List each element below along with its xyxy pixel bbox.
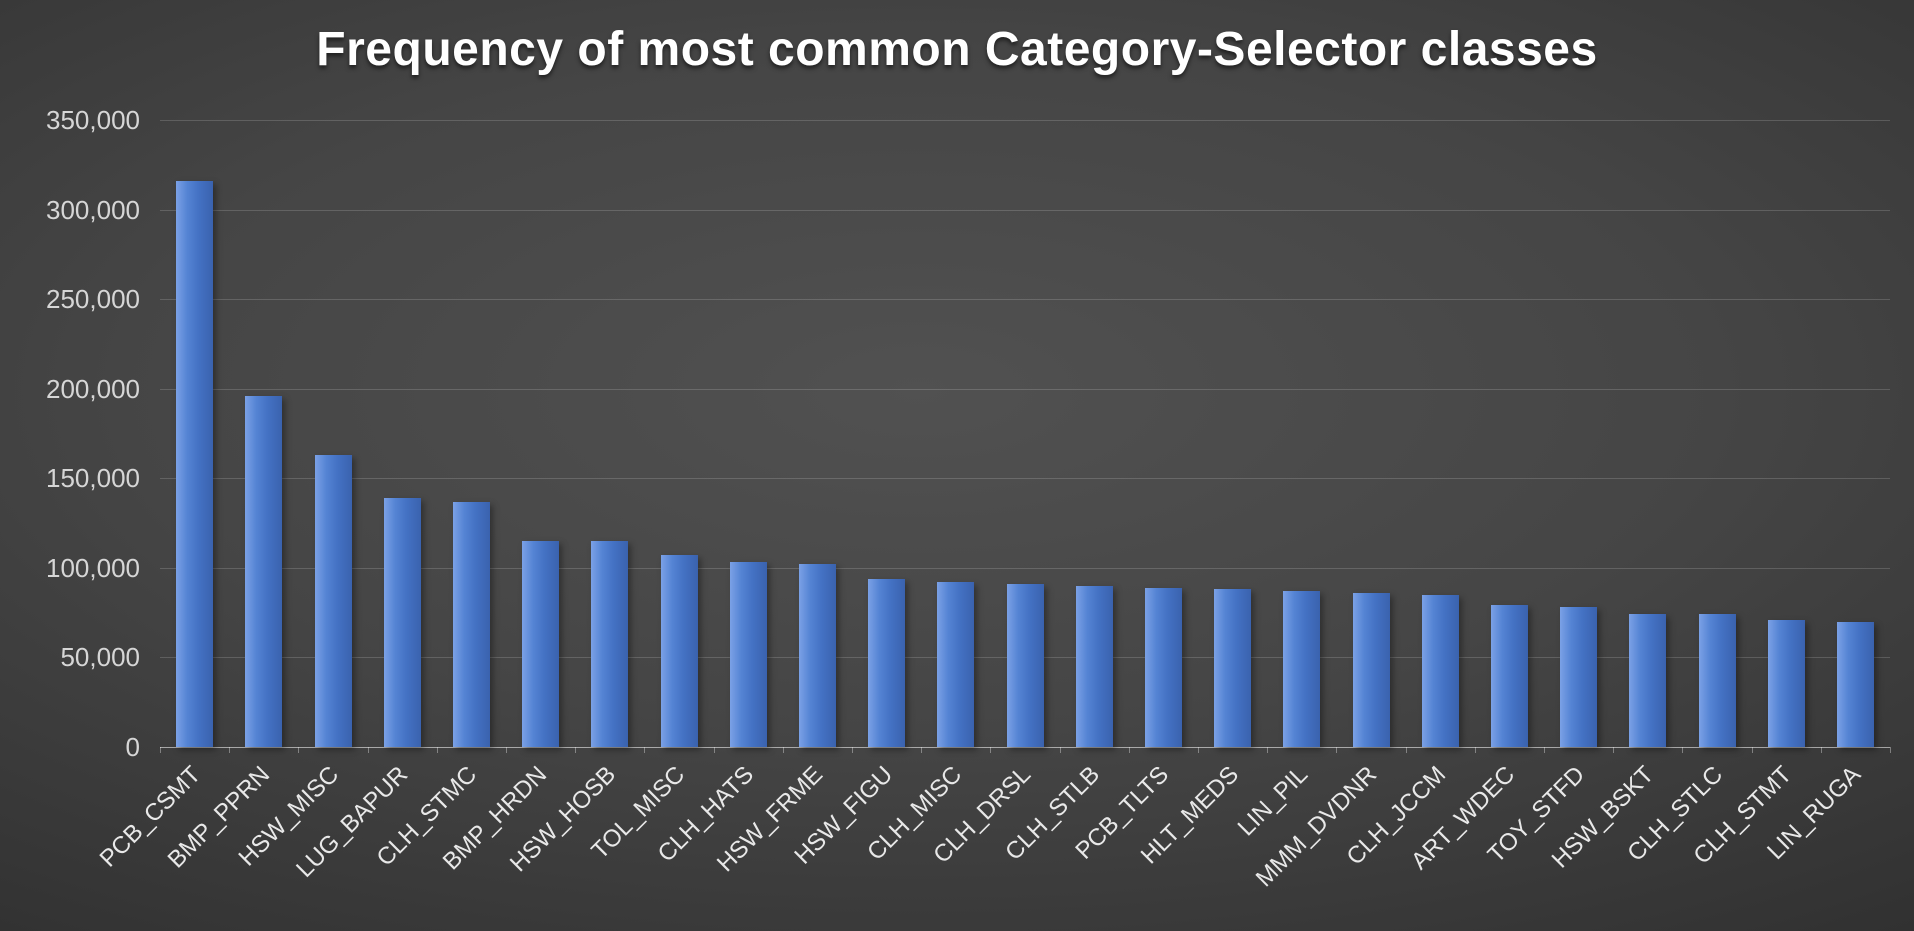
bar-CLH_MISC [937,582,975,747]
x-axis-tick-mark [1336,747,1338,753]
gridline [160,120,1890,121]
bar-PCB_TLTS [1144,587,1182,747]
x-axis-tick-label: HLT_MEDS [1135,761,1244,870]
y-axis-tick-label: 50,000 [60,642,140,673]
gridline [160,478,1890,480]
y-axis-tick-label: 350,000 [46,105,140,135]
bar-CLH_STLB [1075,585,1113,747]
y-axis-tick-label: 250,000 [46,284,140,315]
x-axis-tick-mark [1128,747,1130,753]
x-axis-tick-label: PCB_TLTS [1070,761,1175,865]
bar-PCB_CSMT [176,180,214,747]
x-axis-tick-mark [367,747,369,753]
x-axis-tick-mark [644,747,646,753]
gridline [160,388,1890,390]
y-axis-tick-label: 200,000 [46,373,140,404]
x-axis-tick-label: CLH_JCCM [1341,761,1452,871]
x-axis-tick-mark [436,747,438,753]
x-axis-tick-label: CLH_MISC [861,761,967,866]
x-axis-tick-label: ART_WDEC [1406,761,1521,876]
bar-CLH_STMT [1767,619,1805,747]
gridline [160,567,1890,569]
y-axis-tick-label: 150,000 [46,463,140,494]
bar-CLH_HATS [729,562,767,747]
x-axis-tick-mark [1682,747,1684,753]
x-axis-tick-mark [1474,747,1476,753]
y-axis-tick-label: 300,000 [46,194,140,225]
bar-HSW_HOSB [591,540,629,747]
x-axis-tick-label: LIN_PIL [1232,761,1313,842]
x-axis-tick-mark [1751,747,1753,753]
bar-LUG_BAPUR [383,497,421,747]
x-axis-tick-label: HSW_FRME [712,761,829,878]
x-axis-tick-mark [990,747,992,753]
bar-TOL_MISC [660,555,698,747]
x-axis-tick-mark [1405,747,1407,753]
x-axis-tick-mark [1613,747,1615,753]
x-axis-tick-label: TOY_STFD [1482,761,1590,869]
x-axis-tick-mark [1890,747,1891,753]
y-axis-tick-label: 0 [125,732,140,762]
x-axis-tick-label: CLH_STLC [1622,761,1729,867]
gridline [160,209,1890,211]
x-axis-tick-label: TOL_MISC [586,761,691,865]
bar-BMP_HRDN [522,540,560,747]
x-axis-tick-mark [1198,747,1199,753]
x-axis-tick-label: HSW_HOSB [504,761,621,878]
x-axis-tick-label: CLH_STMT [1688,761,1798,870]
x-axis-tick-mark [298,747,300,753]
x-axis-tick-label: MMM_DVDNR [1250,761,1383,893]
x-axis-tick-mark [575,747,577,753]
x-axis-tick-mark [506,747,507,753]
x-axis-tick-mark [160,747,161,753]
x-axis-tick-label: HSW_BSKT [1546,761,1659,874]
x-axis-tick-mark [1059,747,1061,753]
x-axis-tick-label: LUG_BAPUR [291,761,414,883]
bar-TOY_STFD [1560,607,1598,747]
x-axis-tick-mark [852,747,853,753]
bar-CLH_STMC [452,501,490,747]
bar-HSW_MISC [314,454,352,747]
bar-LIN_PIL [1283,591,1321,747]
bar-HSW_FRME [798,564,836,747]
bar-LIN_RUGA [1836,621,1874,747]
x-axis-tick-label: CLH_STLB [1000,761,1106,866]
x-axis-line [160,747,1890,748]
x-axis-tick-label: CLH_DRSL [928,761,1037,869]
x-axis-tick-mark [1544,747,1545,753]
bar-HSW_FIGU [868,578,906,747]
y-axis-tick-label: 100,000 [46,552,140,583]
gridline [160,299,1890,301]
x-axis-tick-label: PCB_CSMT [94,761,206,873]
x-axis-tick-mark [782,747,784,753]
chart-title: Frequency of most common Category-Select… [316,23,1598,76]
bar-CLH_STLC [1698,614,1736,747]
x-axis-tick-mark [921,747,923,753]
x-axis-tick-label: HSW_MISC [233,761,345,872]
bar-ART_WDEC [1490,605,1528,747]
bar-HLT_MEDS [1214,589,1252,747]
x-axis-tick-label: CLH_HATS [652,761,760,868]
x-axis-tick-label: BMP_HRDN [437,761,552,876]
x-axis-tick-mark [1267,747,1269,753]
x-axis-tick-mark [1820,747,1822,753]
bar-BMP_PPRN [245,395,283,747]
x-axis-tick-label: HSW_FIGU [789,761,898,870]
x-axis-tick-mark [229,747,231,753]
x-axis-tick-mark [713,747,715,753]
bar-HSW_BSKT [1629,614,1667,747]
x-axis-tick-label: CLH_STMC [371,761,483,872]
bar-CLH_JCCM [1421,594,1459,747]
x-axis-tick-label: BMP_PPRN [162,761,275,874]
bar-MMM_DVDNR [1352,592,1390,747]
x-axis-tick-label: LIN_RUGA [1762,761,1867,865]
bar-CLH_DRSL [1006,583,1044,747]
